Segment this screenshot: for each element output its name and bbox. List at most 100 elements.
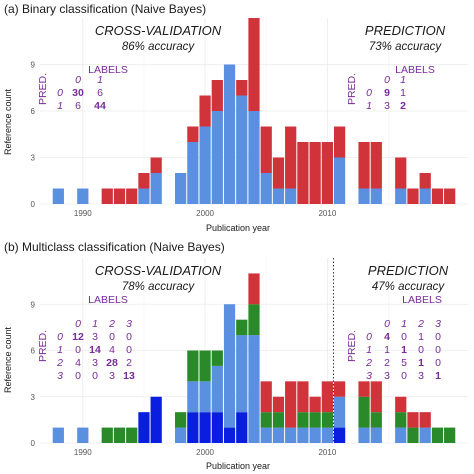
bar-segment — [175, 427, 187, 443]
bar-segment — [285, 381, 297, 428]
panel-b-x-axis-title: Publication year — [206, 461, 270, 471]
matrix-cell: 2 — [126, 357, 132, 369]
matrix-cell: 3 — [109, 370, 115, 382]
bar-segment — [321, 142, 333, 204]
matrix-cell: 4 — [75, 357, 81, 369]
matrix-cell: 1 — [435, 370, 441, 382]
bar-segment — [285, 126, 297, 189]
panel-b-cv-title: CROSS-VALIDATION — [95, 263, 222, 278]
bar-segment — [113, 427, 126, 443]
bar-segment — [285, 188, 297, 204]
bar-segment — [199, 350, 211, 382]
matrix-col-label: 2 — [108, 318, 115, 330]
bar-segment — [407, 188, 419, 204]
bar-segment — [187, 412, 199, 443]
bar-segment — [150, 396, 162, 443]
panel-b-bars — [52, 273, 456, 443]
bar-segment — [431, 427, 444, 443]
bar-segment — [199, 95, 211, 127]
panel-b-prediction-title: PREDICTION — [368, 263, 449, 278]
matrix-cell: 14 — [89, 344, 101, 356]
x-tick-label: 2010 — [318, 448, 336, 457]
y-tick-label: 9 — [31, 61, 36, 70]
matrix-pred-title: PRED. — [37, 330, 49, 362]
bar-segment — [211, 365, 223, 413]
bar-segment — [333, 381, 346, 397]
bar-segment — [126, 188, 138, 204]
bar-segment — [395, 157, 407, 189]
matrix-cell: 3 — [92, 331, 98, 343]
y-tick-label: 0 — [31, 439, 36, 448]
bar-segment — [248, 18, 260, 111]
matrix-cell: 5 — [401, 357, 407, 369]
bar-segment — [358, 188, 370, 204]
bar-segment — [333, 396, 346, 428]
bar-segment — [419, 412, 431, 428]
matrix-cell: 9 — [384, 87, 390, 99]
bar-segment — [272, 188, 285, 204]
bar-segment — [309, 142, 321, 204]
bar-segment — [321, 427, 333, 443]
panel-b-cv-accuracy: 78% accuracy — [122, 281, 195, 293]
matrix-cell: 6 — [75, 100, 81, 112]
bar-segment — [211, 80, 223, 111]
bar-segment — [138, 173, 150, 189]
panel-a-prediction-title: PREDICTION — [365, 23, 446, 38]
matrix-cell: 0 — [401, 331, 407, 343]
x-tick-label: 1990 — [74, 209, 92, 218]
bar-segment — [260, 126, 272, 173]
bar-segment — [187, 126, 199, 142]
bar-segment — [395, 427, 407, 443]
matrix-col-label: 1 — [97, 74, 103, 86]
bar-segment — [333, 126, 346, 158]
y-tick-label: 3 — [31, 393, 36, 402]
matrix-cell: 1 — [418, 331, 424, 343]
bar-segment — [236, 412, 248, 443]
bar-segment — [236, 80, 248, 96]
bar-segment — [223, 304, 236, 428]
bar-segment — [272, 427, 285, 443]
bar-segment — [370, 188, 382, 204]
bar-segment — [370, 381, 382, 413]
matrix-cell: 6 — [97, 87, 103, 99]
bar-segment — [52, 188, 64, 204]
bar-segment — [419, 173, 431, 189]
x-tick-label: 2000 — [196, 209, 214, 218]
bar-segment — [285, 427, 297, 443]
bar-segment — [395, 188, 407, 204]
matrix-cell: 2 — [400, 100, 406, 112]
matrix-cell: 0 — [126, 344, 132, 356]
matrix-pred-title: PRED. — [346, 73, 358, 105]
matrix-row-label: 0 — [57, 331, 63, 343]
matrix-cell: 0 — [92, 370, 98, 382]
matrix-cell: 0 — [435, 344, 441, 356]
bar-segment — [187, 142, 199, 204]
bar-segment — [126, 427, 138, 443]
bar-segment — [138, 412, 150, 443]
bar-segment — [113, 188, 126, 204]
bar-segment — [260, 381, 272, 413]
matrix-col-label: 3 — [126, 318, 132, 330]
bar-segment — [370, 412, 382, 428]
bar-segment — [236, 95, 248, 204]
panel-a-y-axis-title: Reference count — [3, 88, 13, 155]
bar-segment — [211, 111, 223, 204]
matrix-row-label: 1 — [57, 344, 63, 356]
bar-segment — [309, 412, 321, 428]
panel-a-bars — [52, 18, 456, 204]
bar-segment — [77, 188, 89, 204]
matrix-col-label: 0 — [384, 74, 390, 86]
bar-segment — [199, 412, 211, 443]
matrix-cell: 4 — [109, 344, 115, 356]
bar-segment — [77, 427, 89, 443]
matrix-cell: 0 — [435, 331, 441, 343]
matrix-cell: 0 — [75, 344, 81, 356]
matrix-row-label: 1 — [366, 100, 372, 112]
matrix-cell: 1 — [400, 87, 406, 99]
bar-segment — [175, 412, 187, 428]
bar-segment — [260, 412, 272, 428]
matrix-cell: 28 — [106, 357, 118, 369]
